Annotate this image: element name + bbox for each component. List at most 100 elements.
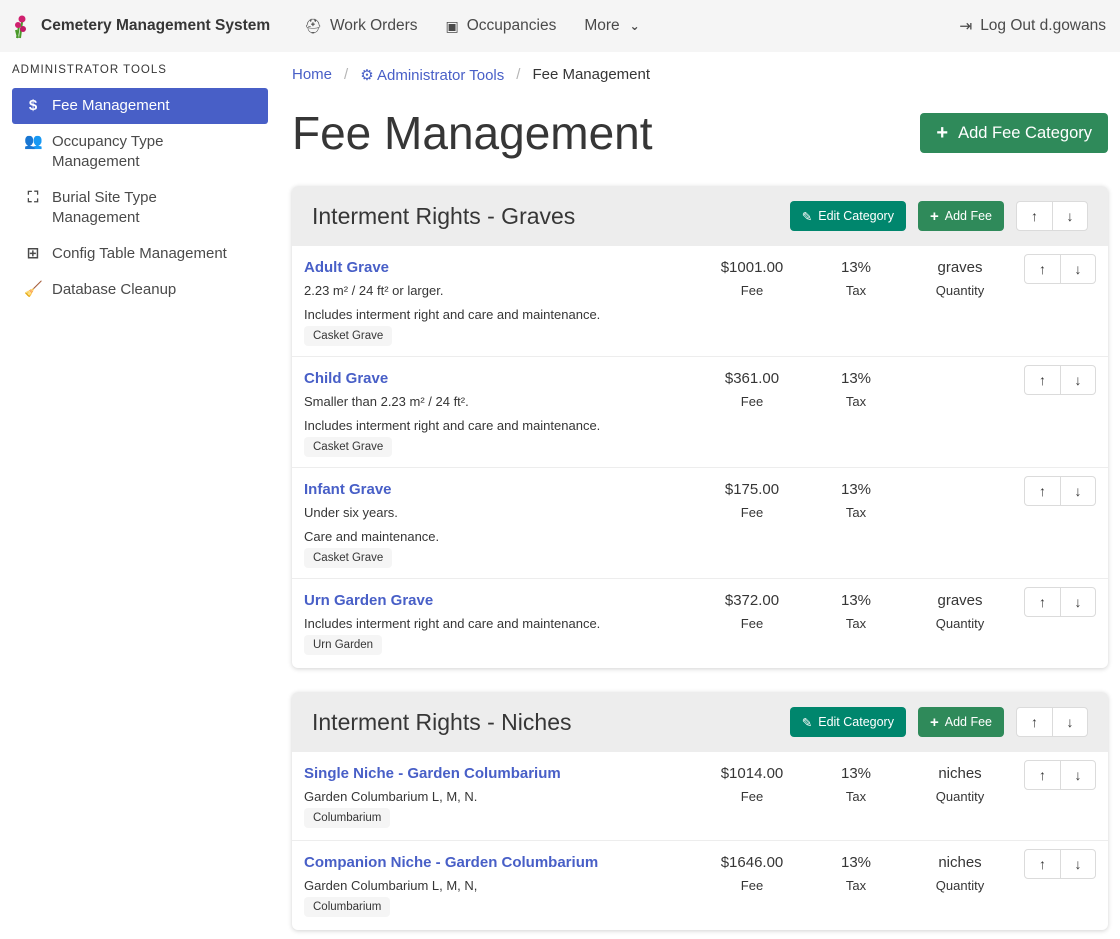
category-header: Interment Rights - Graves ✎ Edit Category… [292, 186, 1108, 246]
sidebar-item-label: Fee Management [52, 97, 170, 114]
move-buttons: ↑ ↓ [1016, 201, 1088, 231]
flower-logo-icon [15, 15, 26, 39]
fee-name-link[interactable]: Child Grave [304, 370, 389, 387]
fee-name-link[interactable]: Companion Niche - Garden Columbarium [304, 854, 599, 871]
fee-label: Fee [740, 789, 764, 804]
sidebar-item-label: Database Cleanup [52, 281, 177, 298]
sidebar-item-burial-site-types[interactable]: ⛶ Burial Site Type Management [12, 180, 268, 236]
move-up-button[interactable]: ↑ [1039, 372, 1046, 388]
breadcrumb: Home / ⚙ Administrator Tools / Fee Managem… [292, 66, 1108, 84]
fee-label: Fee [740, 505, 764, 520]
nav-occupancies[interactable]: ▣ Occupancies [446, 17, 557, 35]
add-fee-button[interactable]: + Add Fee [917, 707, 1004, 737]
tax-amount: 13% Tax [801, 853, 911, 893]
tax-label: Tax [845, 789, 867, 804]
fee-description: Care and maintenance. [304, 529, 440, 544]
logout-link[interactable]: ⇥ Log Out d.gowans [959, 0, 1106, 52]
move-up-button[interactable]: ↑ [1039, 261, 1046, 277]
tax-amount: 13% Tax [801, 591, 911, 631]
top-navbar: Cemetery Management System ⛑ Work Orders … [0, 0, 1120, 52]
move-down-button[interactable]: ↓ [1060, 366, 1095, 394]
occupancy-type-tag: Casket Grave [304, 548, 393, 568]
fee-name-link[interactable]: Urn Garden Grave [304, 592, 434, 609]
plus-icon: + [936, 121, 949, 144]
fee-category-card: Interment Rights - Niches ✎ Edit Category… [292, 692, 1108, 930]
move-down-button[interactable]: ↓ [1060, 761, 1095, 789]
quantity: niches Quantity [905, 853, 1015, 893]
fee-description: Garden Columbarium L, M, N, [304, 878, 478, 893]
tax-amount: 13% Tax [801, 369, 911, 409]
fee-name-link[interactable]: Single Niche - Garden Columbarium [304, 765, 561, 782]
fee-name-link[interactable]: Adult Grave [304, 259, 390, 276]
nav-label: More [584, 17, 620, 34]
cog-icon: ⚙ [360, 67, 377, 84]
move-up-button[interactable]: ↑ [1039, 594, 1046, 610]
button-label: Add Fee [944, 715, 992, 729]
move-up-button[interactable]: ↑ [1039, 856, 1046, 872]
sidebar-item-label: Occupancy Type Management [52, 133, 164, 170]
tax-value: 13% [840, 765, 872, 782]
button-label: Add Fee Category [958, 123, 1092, 142]
move-up-button[interactable]: ↑ [1031, 208, 1038, 224]
button-label: Edit Category [818, 715, 894, 729]
move-down-button[interactable]: ↓ [1060, 588, 1095, 616]
sidebar-item-database-cleanup[interactable]: 🧹 Database Cleanup [12, 272, 268, 308]
add-fee-button[interactable]: + Add Fee [917, 201, 1004, 231]
move-down-button[interactable]: ↓ [1060, 255, 1095, 283]
nav-label: Occupancies [466, 17, 557, 34]
move-down-button[interactable]: ↓ [1052, 708, 1087, 736]
brand[interactable]: Cemetery Management System [12, 12, 270, 40]
move-down-button[interactable]: ↓ [1060, 477, 1095, 505]
move-buttons: ↑ ↓ [1024, 365, 1096, 395]
quantity-unit: graves [937, 259, 983, 276]
page-title: Fee Management [292, 107, 653, 159]
fee-amount: $1001.00 Fee [697, 258, 807, 298]
fee-amount: $1646.00 Fee [697, 853, 807, 893]
quantity-unit: graves [937, 592, 983, 609]
fee-value: $1001.00 [720, 259, 784, 276]
tax-label: Tax [845, 505, 867, 520]
fee-label: Fee [740, 394, 764, 409]
occupancy-type-tag: Columbarium [304, 808, 391, 828]
move-up-button[interactable]: ↑ [1039, 483, 1046, 499]
fee-amount: $175.00 Fee [697, 480, 807, 520]
quantity-unit: niches [938, 854, 982, 871]
fee-description: Includes interment right and care and ma… [304, 307, 601, 322]
tax-label: Tax [845, 394, 867, 409]
chevron-down-icon: ⌄ [629, 19, 640, 33]
fee-description: 2.23 m² / 24 ft² or larger. [304, 283, 444, 298]
button-label: Add Fee [944, 209, 992, 223]
tax-value: 13% [840, 259, 872, 276]
sidebar-heading: Administrator Tools [12, 64, 167, 76]
move-up-button[interactable]: ↑ [1031, 714, 1038, 730]
fee-category-card: Interment Rights - Graves ✎ Edit Category… [292, 186, 1108, 668]
sidebar-item-label: Config Table Management [52, 245, 227, 262]
fee-amount: $361.00 Fee [697, 369, 807, 409]
sidebar-item-config-tables[interactable]: ⊞ Config Table Management [12, 236, 268, 272]
sidebar-item-occupancy-types[interactable]: 👥 Occupancy Type Management [12, 124, 268, 180]
edit-category-button[interactable]: ✎ Edit Category [789, 707, 906, 737]
nav-more[interactable]: More ⌄ [584, 17, 639, 35]
occupancy-type-tag: Columbarium [304, 897, 391, 917]
edit-category-button[interactable]: ✎ Edit Category [789, 201, 906, 231]
hard-hat-icon: ⛑ [304, 17, 322, 34]
add-fee-category-button[interactable]: + Add Fee Category [920, 113, 1108, 153]
breadcrumb-home[interactable]: Home [292, 66, 333, 83]
sign-out-icon: ⇥ [959, 17, 973, 35]
quantity-unit: niches [938, 765, 982, 782]
sidebar-item-label: Burial Site Type Management [52, 189, 157, 226]
fee-row: Adult Grave 2.23 m² / 24 ft² or larger. I… [292, 246, 1108, 357]
move-buttons: ↑ ↓ [1024, 760, 1096, 790]
move-up-button[interactable]: ↑ [1039, 767, 1046, 783]
pencil-icon: ✎ [801, 209, 813, 224]
breadcrumb-admin[interactable]: ⚙ Administrator Tools [360, 66, 504, 84]
fee-value: $361.00 [724, 370, 780, 387]
move-down-button[interactable]: ↓ [1052, 202, 1087, 230]
breadcrumb-separator: / [344, 66, 349, 83]
broom-icon: 🧹 [24, 281, 43, 298]
nav-work-orders[interactable]: ⛑ Work Orders [304, 17, 417, 35]
move-down-button[interactable]: ↓ [1060, 850, 1095, 878]
sidebar-item-fee-management[interactable]: $ Fee Management [12, 88, 268, 124]
fee-value: $372.00 [724, 592, 780, 609]
fee-name-link[interactable]: Infant Grave [304, 481, 392, 498]
